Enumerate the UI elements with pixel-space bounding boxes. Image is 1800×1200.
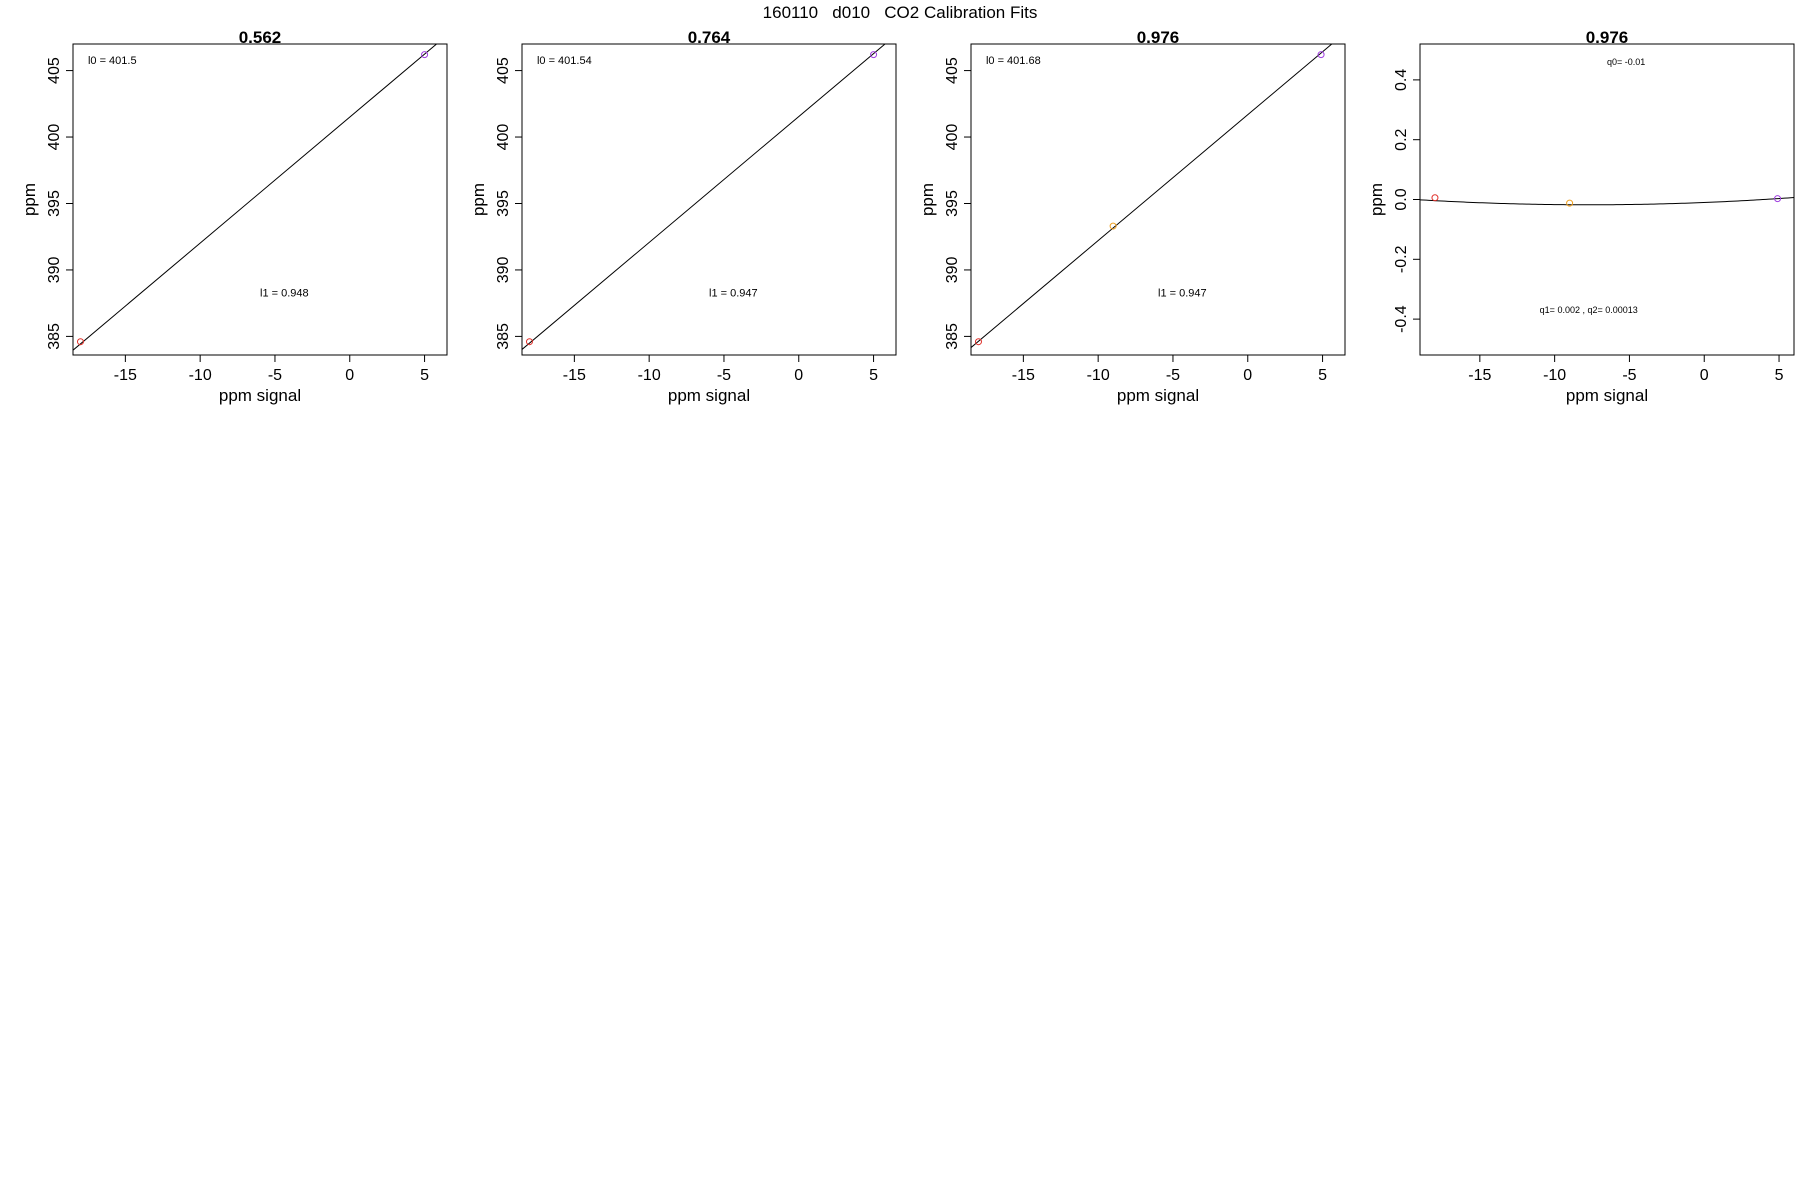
data-point <box>1774 195 1782 203</box>
x-tick-label: -15 <box>1012 367 1035 384</box>
panel-title: 0.976 <box>1137 28 1180 47</box>
chart-panel-1: 0.562 -15 -10 -5 0 5 ppm signal 385 390 395 400 405… <box>20 28 448 405</box>
plot-area <box>1420 194 1794 207</box>
y-axis-label: ppm <box>1367 183 1386 216</box>
y-tick-label: 400 <box>46 124 63 151</box>
panel-title: 0.976 <box>1586 28 1629 47</box>
data-point <box>1431 194 1439 202</box>
x-tick-label: -15 <box>1468 367 1491 384</box>
y-axis-label: ppm <box>20 183 39 216</box>
plot-frame <box>521 43 897 356</box>
x-tick-label: -5 <box>1166 367 1180 384</box>
x-tick-label: 5 <box>1318 367 1327 384</box>
x-axis-label: ppm signal <box>1117 386 1199 405</box>
y-tick-label: -0.4 <box>1393 305 1410 333</box>
annotation-label: l1 = 0.947 <box>709 288 758 300</box>
annotation-label: l1 = 0.947 <box>1158 288 1207 300</box>
plot-frame <box>72 43 448 356</box>
data-point <box>1109 222 1117 230</box>
y-tick-label: 385 <box>46 323 63 350</box>
x-tick-label: 0 <box>794 367 803 384</box>
plot-area <box>971 44 1333 349</box>
x-tick-label: 5 <box>869 367 878 384</box>
data-point <box>525 338 533 346</box>
y-tick-label: 0.2 <box>1393 128 1410 150</box>
annotation-label: l0 = 401.54 <box>537 55 592 67</box>
plot-area <box>522 44 886 351</box>
y-tick-label: 390 <box>46 256 63 283</box>
y-tick-label: 405 <box>495 57 512 84</box>
x-tick-label: 5 <box>1775 367 1784 384</box>
x-tick-label: 0 <box>1700 367 1709 384</box>
y-tick-label: 405 <box>46 57 63 84</box>
y-tick-label: 390 <box>495 256 512 283</box>
data-point <box>870 51 878 59</box>
y-axis-label: ppm <box>918 183 937 216</box>
fit-line <box>73 44 438 351</box>
x-tick-label: -10 <box>189 367 212 384</box>
x-tick-label: 0 <box>1243 367 1252 384</box>
panel-title: 0.764 <box>688 28 731 47</box>
data-point <box>974 338 982 346</box>
y-tick-label: 390 <box>944 256 961 283</box>
annotation-label: l0 = 401.5 <box>88 55 137 67</box>
y-tick-label: 0.0 <box>1393 188 1410 210</box>
x-tick-label: -15 <box>114 367 137 384</box>
annotation-label: l1 = 0.948 <box>260 288 309 300</box>
data-point <box>421 51 429 59</box>
y-tick-label: 385 <box>495 323 512 350</box>
y-tick-label: 395 <box>46 190 63 217</box>
x-tick-label: 5 <box>420 367 429 384</box>
y-axis-label: ppm <box>469 183 488 216</box>
y-tick-label: 0.4 <box>1393 69 1410 91</box>
data-point <box>76 338 84 346</box>
panels-group: 0.562 -15 -10 -5 0 5 ppm signal 385 390 395 400 405… <box>20 28 1795 405</box>
y-tick-label: 400 <box>944 124 961 151</box>
x-tick-label: -10 <box>1543 367 1566 384</box>
annotation-label: q0= -0.01 <box>1607 57 1645 67</box>
x-tick-label: -10 <box>1087 367 1110 384</box>
y-tick-label: 405 <box>944 57 961 84</box>
data-point <box>1317 51 1325 59</box>
figure-title: 160110 d010 CO2 Calibration Fits <box>763 3 1038 22</box>
annotation-label: l0 = 401.68 <box>986 55 1041 67</box>
chart-panel-3: 0.976 -15 -10 -5 0 5 ppm signal 385 390 395 400 405… <box>918 28 1346 405</box>
x-axis-label: ppm signal <box>668 386 750 405</box>
x-tick-label: -10 <box>638 367 661 384</box>
x-axis-label: ppm signal <box>219 386 301 405</box>
y-tick-label: 395 <box>944 190 961 217</box>
x-tick-label: 0 <box>345 367 354 384</box>
fit-line <box>522 44 886 351</box>
plot-frame <box>970 43 1346 356</box>
y-tick-label: -0.2 <box>1393 245 1410 273</box>
chart-panel-2: 0.764 -15 -10 -5 0 5 ppm signal 385 390 395 400 405… <box>469 28 897 405</box>
y-tick-label: 385 <box>944 323 961 350</box>
x-axis-label: ppm signal <box>1566 386 1648 405</box>
chart-panel-4: 0.976 -15 -10 -5 0 5 ppm signal -0.4 -0.2 0.0 0.2 0… <box>1367 28 1795 405</box>
fit-line <box>971 44 1333 349</box>
annotation-label: q1= 0.002 , q2= 0.00013 <box>1540 305 1638 315</box>
panel-title: 0.562 <box>239 28 282 47</box>
x-tick-label: -15 <box>563 367 586 384</box>
y-tick-label: 400 <box>495 124 512 151</box>
x-tick-label: -5 <box>268 367 282 384</box>
x-tick-label: -5 <box>1622 367 1636 384</box>
x-tick-label: -5 <box>717 367 731 384</box>
data-point <box>1566 199 1574 207</box>
y-tick-label: 395 <box>495 190 512 217</box>
fit-curve <box>1420 197 1794 206</box>
plot-area <box>73 44 438 351</box>
